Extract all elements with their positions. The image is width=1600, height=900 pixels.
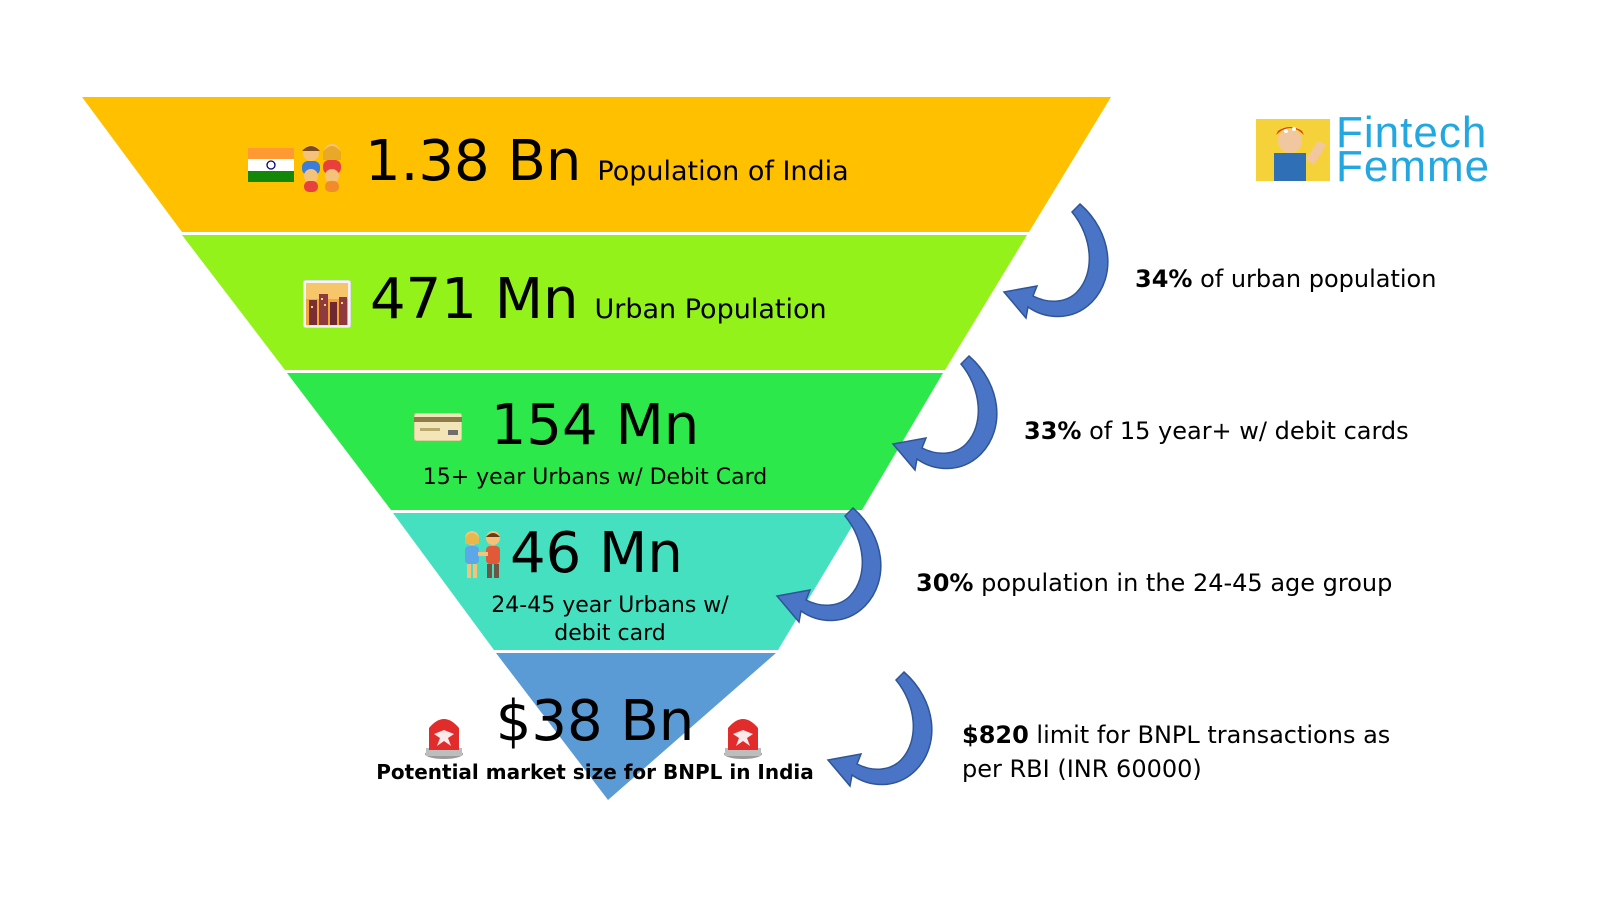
level-5-label: Potential market size for BNPL in India: [376, 760, 814, 784]
logo-line-1: Fintech: [1336, 108, 1488, 157]
level-4-label: 24-45 year Urbans w/ debit card: [435, 592, 785, 648]
level-4-value: 46 Mn: [510, 521, 683, 586]
credit-card-icon: [413, 412, 463, 445]
family-icon: [296, 140, 348, 196]
note-2: 33% of 15 year+ w/ debit cards: [1024, 414, 1409, 448]
funnel-level-5: [496, 653, 776, 800]
curved-arrow-2: [891, 354, 998, 472]
level-2-value: 471 Mn: [370, 267, 579, 332]
level-3-label: 15+ year Urbans w/ Debit Card: [422, 465, 768, 490]
funnel-level-3: [287, 373, 943, 510]
note-1-bold: 34%: [1135, 265, 1193, 293]
note-2-bold: 33%: [1024, 417, 1082, 445]
note-4-bold: $820: [962, 721, 1029, 749]
note-1-text: of urban population: [1192, 265, 1437, 293]
siren-icon: [424, 712, 464, 764]
level-1-value: 1.38 Bn: [365, 129, 582, 194]
note-3-bold: 30%: [916, 569, 974, 597]
funnel-level-1: [82, 97, 1111, 232]
funnel-level-4: [393, 513, 860, 650]
rosie-riveter-logo-icon: [1256, 119, 1330, 185]
note-4: $820 limit for BNPL transactions as per …: [962, 718, 1390, 786]
level-4-label-line-1: 24-45 year Urbans w/: [491, 593, 729, 618]
curved-arrow-3: [775, 506, 882, 624]
level-1-label: Population of India: [597, 156, 849, 187]
note-4-text: limit for BNPL transactions as: [1028, 721, 1391, 749]
level-5-value: $38 Bn: [495, 689, 695, 754]
level-2-label: Urban Population: [594, 294, 827, 325]
note-2-text: of 15 year+ w/ debit cards: [1081, 417, 1409, 445]
note-3-text: population in the 24-45 age group: [973, 569, 1393, 597]
cityscape-icon: [302, 279, 352, 332]
level-3-value: 154 Mn: [490, 393, 700, 458]
logo-text: Fintech Femme: [1336, 108, 1491, 191]
logo-line-2: Femme: [1336, 142, 1491, 191]
curved-arrow-4: [826, 670, 933, 788]
note-3: 30% population in the 24-45 age group: [916, 566, 1392, 600]
india-flag-icon: [248, 148, 294, 186]
curved-arrow-1: [1002, 202, 1109, 320]
funnel-level-2: [182, 235, 1027, 370]
couple-icon: [460, 530, 506, 584]
siren-icon: [723, 712, 763, 764]
note-4-text-line-2: per RBI (INR 60000): [962, 755, 1202, 783]
level-4-label-line-2: debit card: [554, 621, 666, 646]
note-1: 34% of urban population: [1135, 262, 1436, 296]
